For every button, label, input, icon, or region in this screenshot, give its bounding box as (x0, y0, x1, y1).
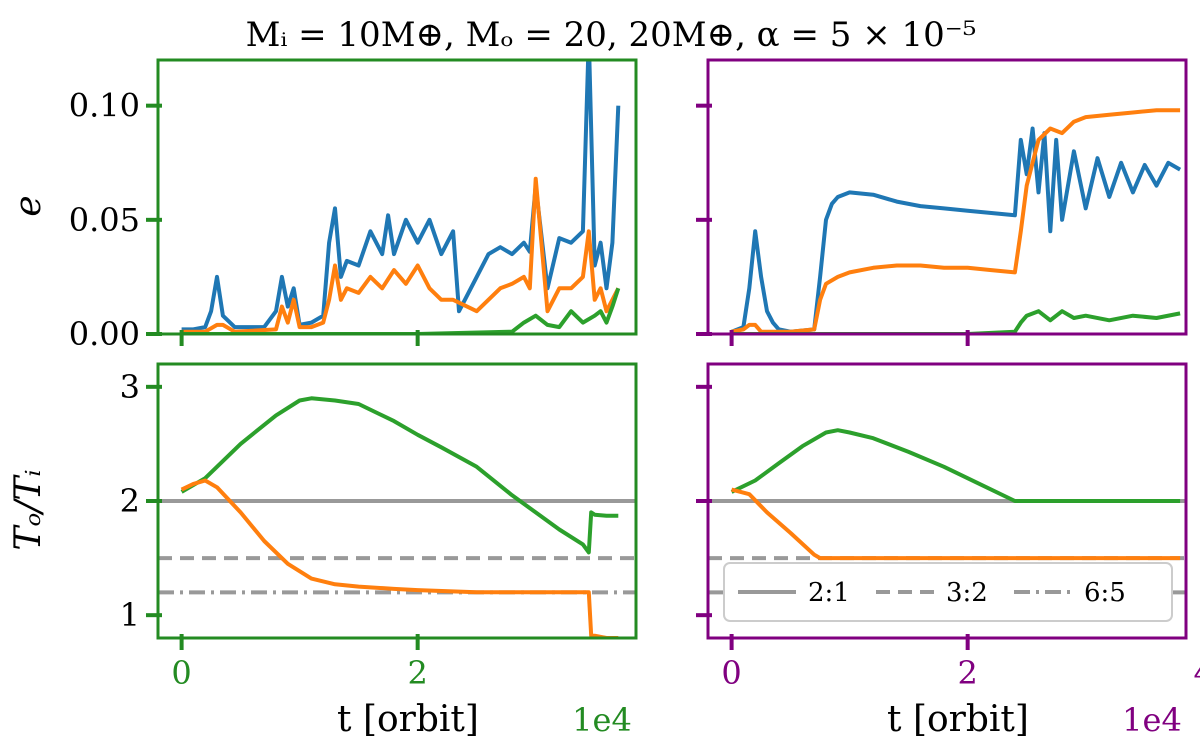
series-blue-top-left (181, 60, 621, 332)
x-tick-label: 2 (957, 654, 977, 692)
legend-label-2-1: 2:1 (808, 578, 850, 608)
panel-top-left: 0.00 0.05 0.10 (69, 58, 638, 353)
x-tick-label: 4 (1194, 654, 1200, 692)
panel-bottom-left: 1 2 3 0 2 (120, 362, 638, 692)
plot-area (180, 396, 619, 638)
x-offset-left: 1e4 (572, 701, 632, 739)
y-tick-label: 1 (120, 596, 140, 634)
plot-area (730, 428, 1181, 561)
series-orange-top-left (181, 176, 621, 334)
y-tick-label: 3 (120, 368, 140, 406)
x-tick-label: 0 (721, 654, 741, 692)
panel-bottom-right: 0 2 4 (696, 362, 1200, 692)
x-label-left: t [orbit] (337, 699, 479, 740)
x-label-right: t [orbit] (887, 699, 1029, 740)
y-label-eccentricity: e (8, 195, 49, 216)
x-tick-label: 0 (171, 654, 191, 692)
y-tick-label: 0.10 (69, 87, 140, 125)
series-orange-bottom-left (180, 478, 619, 638)
panel-top-right (696, 58, 1188, 346)
panel-frame (706, 58, 1188, 336)
panel-frame (156, 58, 638, 336)
legend-label-6-5: 6:5 (1084, 578, 1126, 608)
figure-title: Mᵢ = 10M⊕, Mₒ = 20, 20M⊕, α = 5 × 10⁻⁵ (246, 15, 977, 55)
y-tick-label: 2 (120, 482, 140, 520)
plot-area (181, 60, 621, 334)
legend: 2:1 3:2 6:5 (723, 562, 1173, 622)
legend-box (723, 562, 1173, 622)
series-green-bottom-left (180, 396, 619, 555)
y-tick-label: 0.00 (69, 315, 140, 353)
legend-label-3-2: 3:2 (946, 578, 988, 608)
y-label-period-ratio: Tₒ/Tᵢ (8, 469, 49, 550)
y-tick-label: 0.05 (69, 201, 140, 239)
series-blue-top-right (730, 126, 1182, 334)
x-offset-right: 1e4 (1122, 701, 1182, 739)
x-tick-label: 2 (407, 654, 427, 692)
plot-area (730, 108, 1182, 334)
series-orange-top-right (731, 108, 1181, 334)
series-orange-bottom-right (731, 487, 1181, 561)
series-green-top-right (731, 309, 1181, 334)
series-green-bottom-right (730, 428, 1181, 503)
